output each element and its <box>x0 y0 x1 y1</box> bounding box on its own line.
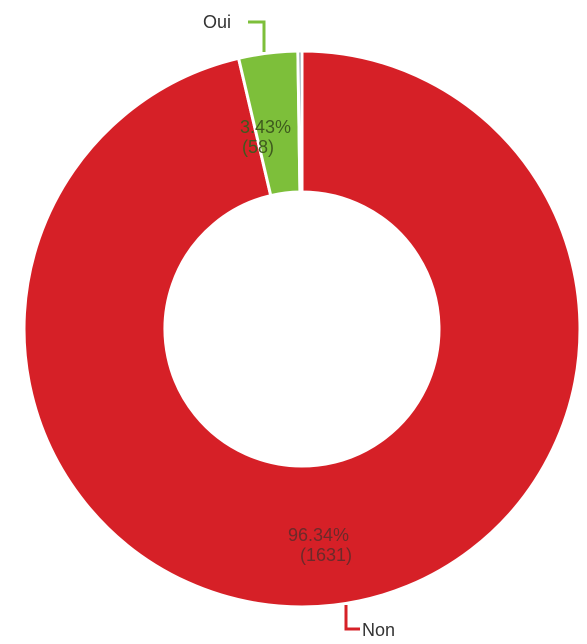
slice-other <box>296 49 304 194</box>
non-count-label: (1631) <box>300 545 352 565</box>
oui-category-label: Oui <box>203 12 231 32</box>
oui-leader-line <box>248 20 266 52</box>
slices-group <box>22 49 582 609</box>
slice-non <box>22 49 582 609</box>
non-percent-label: 96.34% <box>288 525 349 545</box>
non-leader-line <box>344 605 360 631</box>
oui-count-label: (58) <box>242 137 274 157</box>
non-category-label: Non <box>362 620 395 640</box>
oui-percent-label: 3.43% <box>240 117 291 137</box>
